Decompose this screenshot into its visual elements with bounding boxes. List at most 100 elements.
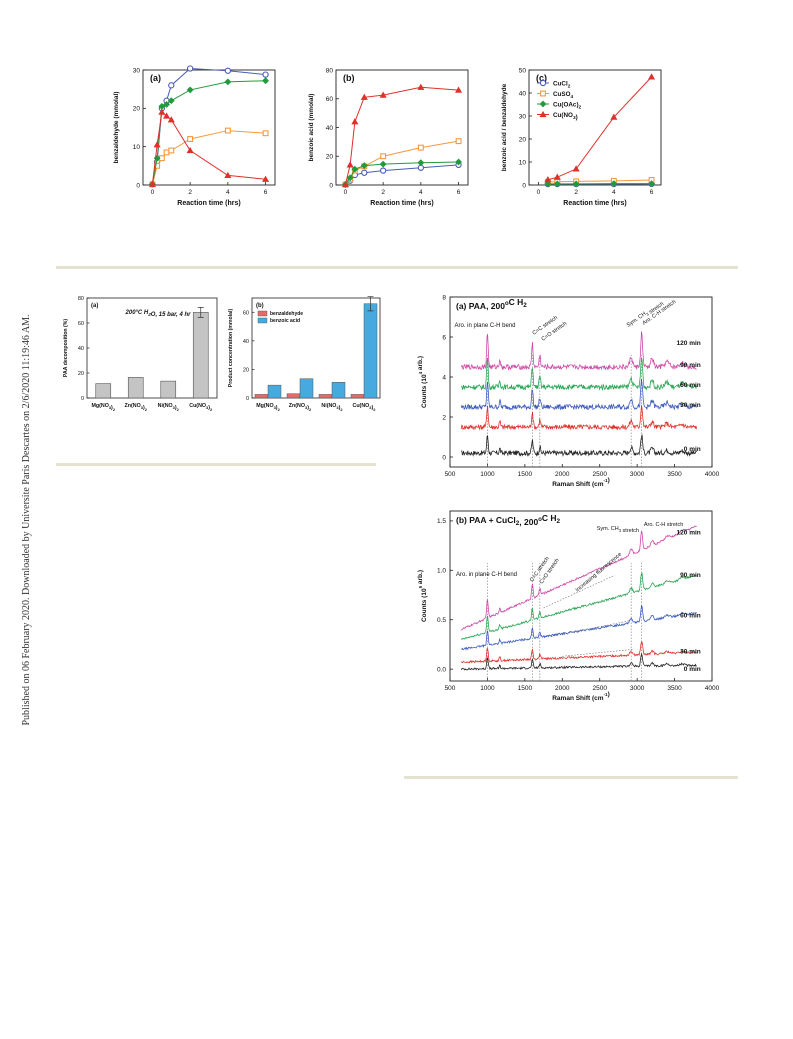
data-point <box>379 167 387 174</box>
y-tick-label: 2 <box>442 414 446 421</box>
x-tick-label: 4 <box>419 189 423 196</box>
y-tick-label: 60 <box>78 321 84 327</box>
y-tick-label: 20 <box>243 367 249 373</box>
x-tick-label: 1500 <box>518 685 533 692</box>
x-tick-label: 3000 <box>630 471 645 478</box>
data-point <box>380 153 387 160</box>
plot-frame <box>449 296 713 468</box>
y-tick-label: 30 <box>133 67 141 74</box>
legend-entry: CuCl2 <box>553 80 571 89</box>
spectrum-90-min <box>461 357 697 391</box>
fluorescence-arrow <box>550 620 630 637</box>
fluorescence-arrow <box>562 649 634 657</box>
data-point <box>163 149 170 156</box>
data-point <box>163 112 171 119</box>
data-point <box>539 79 547 87</box>
time-label: 30 min <box>680 648 701 655</box>
y-tick-label: 20 <box>519 136 527 143</box>
error-bar <box>197 307 204 318</box>
data-point <box>544 180 552 188</box>
data-point <box>544 176 552 183</box>
data-point <box>648 180 655 188</box>
y-tick-label: 40 <box>519 90 527 97</box>
x-tick-label: 2000 <box>555 685 570 692</box>
y-axis-label: benzaldehyde (mmolal) <box>113 92 120 164</box>
x-axis-label: Reaction time (hrs) <box>370 200 433 207</box>
x-axis-label: Raman Shift (cm-1) <box>552 691 610 702</box>
data-point <box>262 71 269 78</box>
data-point <box>361 169 368 176</box>
y-axis-label: Counts (105 arb.) <box>417 570 428 622</box>
legend-entry: Cu(OAc)2 <box>553 101 582 110</box>
data-point <box>346 174 354 182</box>
data-point <box>224 67 232 74</box>
bar-benzoic-acid <box>299 378 314 399</box>
legend-swatch <box>257 310 268 317</box>
panel-title: (b) PAA + CuCl2, 200oC H2 <box>456 513 560 527</box>
y-tick-label: 4 <box>442 374 446 381</box>
spectrum-0-min <box>460 652 697 671</box>
plot-frame <box>142 69 276 186</box>
y-tick-label: 60 <box>326 96 334 103</box>
x-tick-label: Zn(NO3)2 <box>125 403 148 412</box>
spectrum-60-min <box>460 378 697 411</box>
data-point <box>262 130 269 137</box>
data-point <box>148 180 156 187</box>
x-tick-label: 4 <box>226 189 230 196</box>
data-point <box>417 83 425 90</box>
y-tick-label: 1.5 <box>437 518 446 525</box>
x-tick-label: 500 <box>445 471 456 478</box>
data-point <box>262 175 270 182</box>
x-tick-label: Mg(NO3)2 <box>256 403 280 412</box>
y-tick-label: 50 <box>519 67 527 74</box>
y-tick-label: 20 <box>326 154 334 161</box>
x-tick-label: 3500 <box>667 471 682 478</box>
data-point <box>186 146 194 154</box>
x-tick-label: 500 <box>445 685 456 692</box>
figure-raman-spectra: 500 1000 1500 2000 2500 3000 3500 4000 0 2 4 6 8 (a) … <box>417 294 720 702</box>
y-tick-label: 10 <box>519 159 527 166</box>
data-point <box>379 160 387 168</box>
data-point <box>186 86 194 94</box>
bar <box>95 383 112 399</box>
data-point <box>351 165 359 173</box>
panel-label: (b) <box>343 73 355 83</box>
x-tick-label: 6 <box>650 189 654 196</box>
series-line <box>547 179 652 183</box>
data-point <box>163 101 170 108</box>
y-axis-label: PAA decomposition (%) <box>63 319 69 377</box>
y-axis-label: benzoic acid (mmolal) <box>308 94 315 162</box>
spectrum-30-min <box>460 641 697 664</box>
time-label: 120 min <box>677 530 701 537</box>
x-tick-label: Cu(NO3)2 <box>189 403 213 412</box>
bar-benzoic-acid <box>267 384 282 399</box>
series-line <box>151 80 266 185</box>
panel-a-raman-paa: 500 1000 1500 2000 2500 3000 3500 4000 0 2 4 6 8 (a) … <box>417 294 720 488</box>
time-label: 60 min <box>680 613 701 620</box>
plot-frame <box>449 510 713 682</box>
x-tick-label: Ni(NO3)2 <box>158 403 180 412</box>
data-point <box>539 100 547 108</box>
data-point <box>224 78 232 86</box>
error-bar <box>367 296 374 312</box>
fluorescence-arrow <box>543 574 615 609</box>
data-point <box>360 162 368 170</box>
divider <box>404 776 738 779</box>
spectrum-60-min <box>461 604 697 651</box>
x-tick-label: 1000 <box>480 685 495 692</box>
peak-label-cH-bend: Aro. in plane C-H bend <box>456 572 517 578</box>
series-line <box>345 140 459 185</box>
x-tick-label: 2500 <box>592 471 607 478</box>
panel-label: (c) <box>536 73 547 83</box>
panel-b-raman-paa-cucl2: 500 1000 1500 2000 2500 3000 3500 4000 0.0 0.5 1.0… <box>417 510 720 702</box>
x-tick-label: 1000 <box>480 471 495 478</box>
y-tick-label: 60 <box>243 310 249 316</box>
y-tick-label: 6 <box>442 334 446 341</box>
data-point <box>379 91 387 98</box>
time-label: 60 min <box>680 382 701 389</box>
x-tick-label: Ni(NO3)2 <box>321 403 343 412</box>
data-point <box>153 141 161 148</box>
legend-entry: benzaldehyde <box>270 311 303 317</box>
fluorescence-annotation: Increasing fluorescence <box>575 552 623 594</box>
